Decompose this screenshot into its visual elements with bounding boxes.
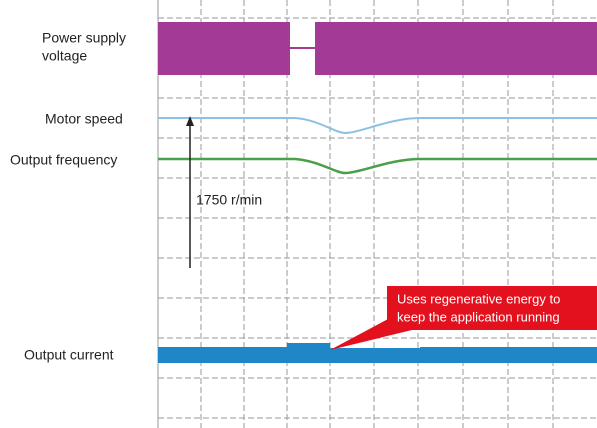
- voltage-block: [315, 22, 597, 75]
- voltage-block: [158, 22, 290, 75]
- callout: Uses regenerative energy to keep the app…: [330, 286, 597, 350]
- row-label: Output frequency: [10, 152, 117, 168]
- motor-speed-trace: [158, 118, 597, 133]
- power-waveform: [158, 22, 597, 75]
- row-label: Motor speed: [45, 111, 123, 127]
- callout-text: keep the application running: [397, 309, 560, 324]
- row-label: Power supply: [42, 30, 126, 46]
- scope-diagram: 1750 r/min Power supply voltage Motor sp…: [0, 0, 597, 428]
- current-trace: [158, 343, 597, 363]
- frequency-trace: [158, 159, 597, 173]
- row-label: Output current: [24, 347, 114, 363]
- callout-text: Uses regenerative energy to: [397, 291, 560, 306]
- row-label: voltage: [42, 48, 87, 64]
- scale-label: 1750 r/min: [196, 192, 262, 208]
